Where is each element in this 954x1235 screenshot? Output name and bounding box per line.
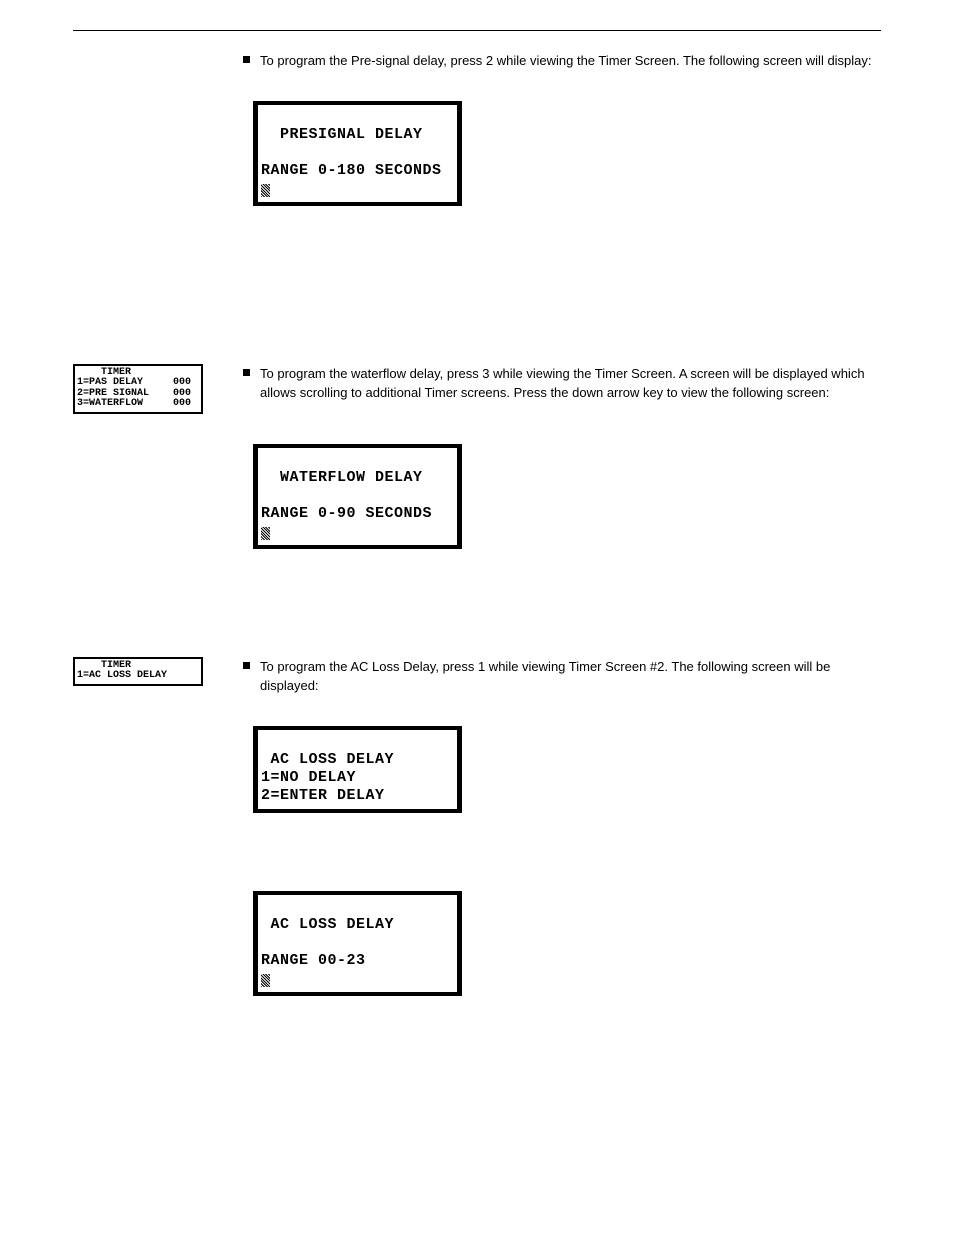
small-lcd-timer-2: TIMER 1=AC LOSS DELAY bbox=[73, 657, 203, 686]
cursor-icon bbox=[261, 184, 270, 197]
lcd-acloss-range: AC LOSS DELAY RANGE 00-23 bbox=[253, 891, 462, 996]
section-acloss: TIMER 1=AC LOSS DELAY To program the AC … bbox=[73, 657, 881, 696]
section-presignal: To program the Pre-signal delay, press 2… bbox=[73, 51, 881, 71]
bullet-1 bbox=[243, 56, 250, 63]
presignal-intro: To program the Pre-signal delay, press 2… bbox=[260, 51, 881, 71]
lcd-waterflow-delay: WATERFLOW DELAY RANGE 0-90 SECONDS bbox=[253, 444, 462, 549]
bullet-2 bbox=[243, 369, 250, 376]
bullet-3 bbox=[243, 662, 250, 669]
small-lcd-timer-1: TIMER 1=PAS DELAY 000 2=PRE SIGNAL 000 3… bbox=[73, 364, 203, 414]
cursor-icon bbox=[261, 527, 270, 540]
section-waterflow: TIMER 1=PAS DELAY 000 2=PRE SIGNAL 000 3… bbox=[73, 364, 881, 414]
lcd-presignal-delay: PRESIGNAL DELAY RANGE 0-180 SECONDS bbox=[253, 101, 462, 206]
cursor-icon bbox=[261, 974, 270, 987]
waterflow-intro: To program the waterflow delay, press 3 … bbox=[260, 364, 881, 403]
acloss-intro: To program the AC Loss Delay, press 1 wh… bbox=[260, 657, 881, 696]
header-rule bbox=[73, 30, 881, 31]
lcd-acloss-menu: AC LOSS DELAY 1=NO DELAY 2=ENTER DELAY bbox=[253, 726, 462, 813]
